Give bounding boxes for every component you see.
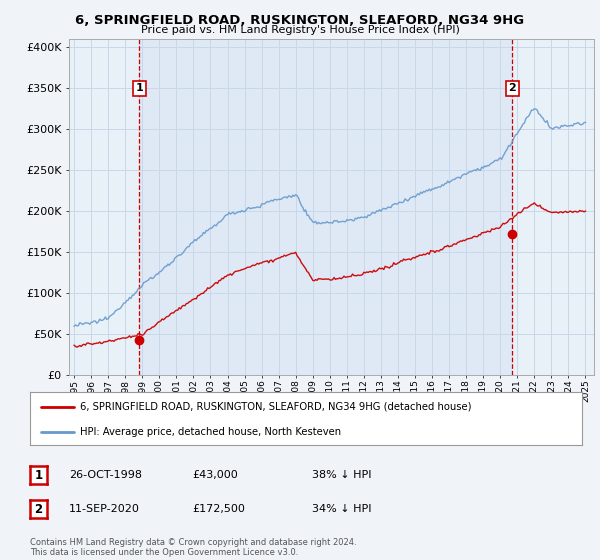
Text: £43,000: £43,000 — [192, 470, 238, 480]
Text: 2: 2 — [508, 83, 516, 94]
Text: 38% ↓ HPI: 38% ↓ HPI — [312, 470, 371, 480]
Text: 34% ↓ HPI: 34% ↓ HPI — [312, 504, 371, 514]
Text: 1: 1 — [136, 83, 143, 94]
Text: 6, SPRINGFIELD ROAD, RUSKINGTON, SLEAFORD, NG34 9HG: 6, SPRINGFIELD ROAD, RUSKINGTON, SLEAFOR… — [76, 14, 524, 27]
Text: HPI: Average price, detached house, North Kesteven: HPI: Average price, detached house, Nort… — [80, 427, 341, 437]
Text: 11-SEP-2020: 11-SEP-2020 — [69, 504, 140, 514]
Text: 6, SPRINGFIELD ROAD, RUSKINGTON, SLEAFORD, NG34 9HG (detached house): 6, SPRINGFIELD ROAD, RUSKINGTON, SLEAFOR… — [80, 402, 471, 412]
Text: £172,500: £172,500 — [192, 504, 245, 514]
Text: Price paid vs. HM Land Registry's House Price Index (HPI): Price paid vs. HM Land Registry's House … — [140, 25, 460, 35]
Text: 1: 1 — [34, 469, 43, 482]
Text: 2: 2 — [34, 502, 43, 516]
Text: Contains HM Land Registry data © Crown copyright and database right 2024.
This d: Contains HM Land Registry data © Crown c… — [30, 538, 356, 557]
Bar — [139, 39, 512, 375]
Text: 26-OCT-1998: 26-OCT-1998 — [69, 470, 142, 480]
